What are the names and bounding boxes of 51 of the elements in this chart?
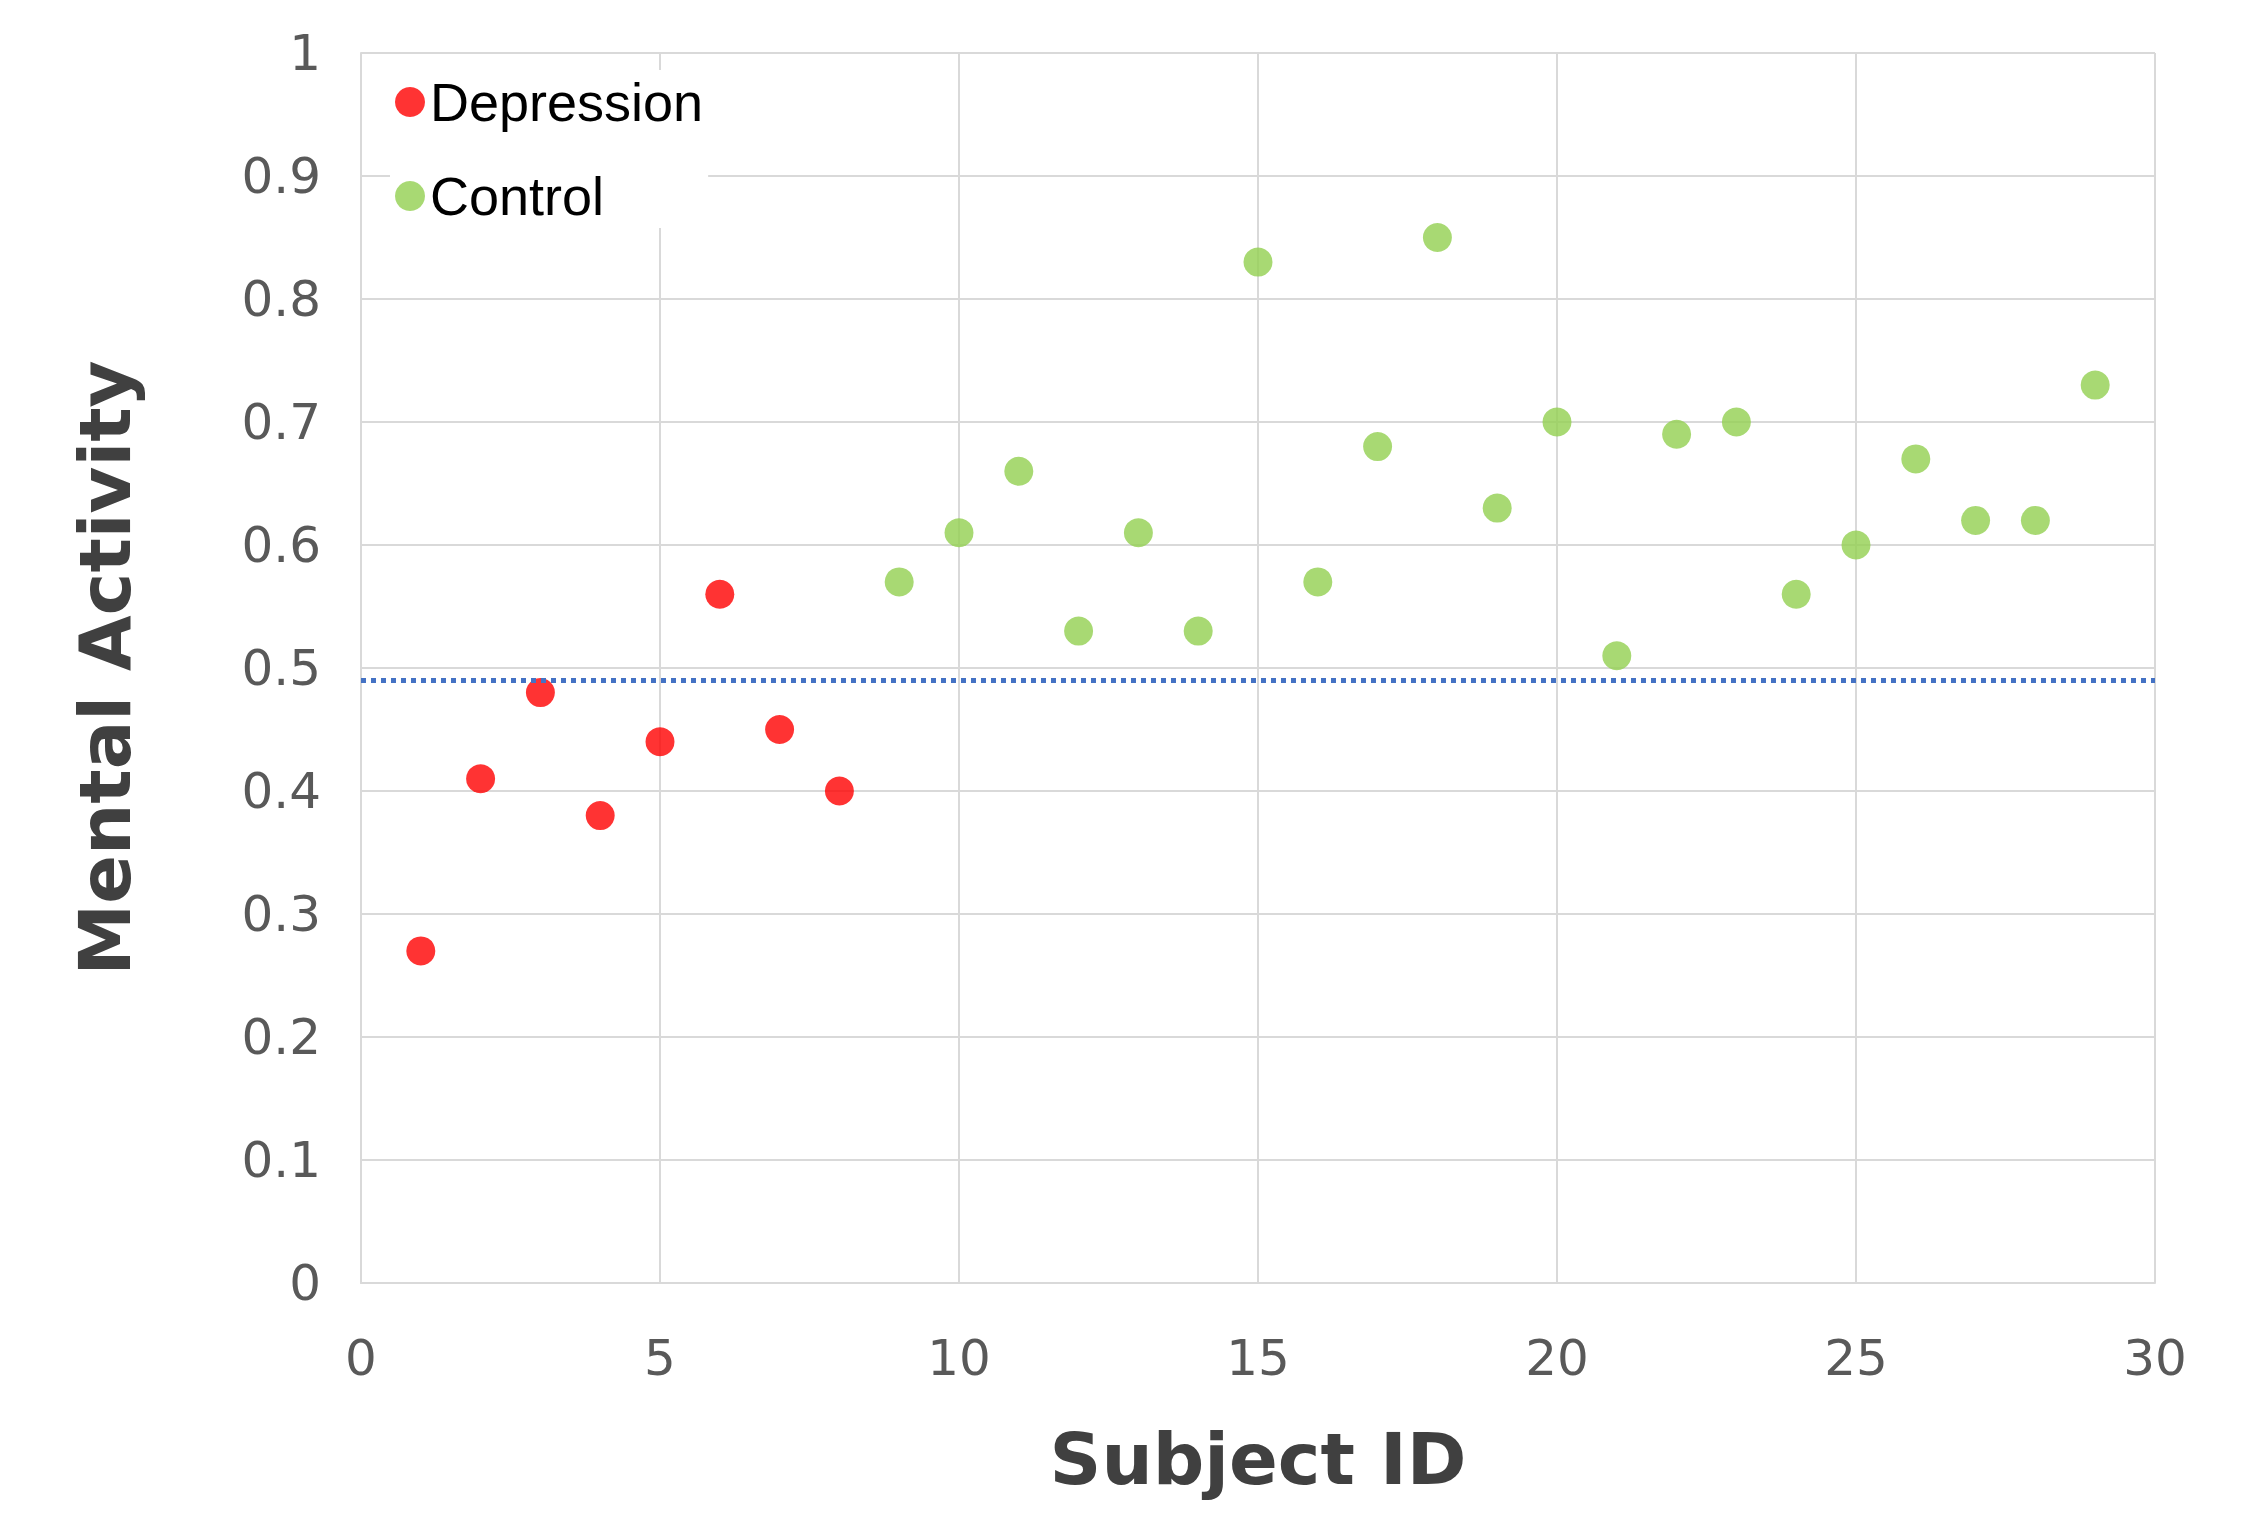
point — [705, 579, 735, 609]
point — [824, 776, 854, 806]
legend-label: Depression — [430, 72, 704, 132]
point — [1781, 579, 1811, 609]
point — [466, 764, 496, 794]
x-tick-label: 0 — [345, 1329, 377, 1387]
y-tick-label: 0.2 — [241, 1008, 321, 1066]
point — [1363, 432, 1393, 462]
y-tick-label: 0.9 — [241, 147, 321, 205]
point — [1482, 493, 1512, 523]
y-tick-label: 0.8 — [241, 270, 321, 328]
point — [1004, 456, 1034, 486]
y-tick-label: 0 — [289, 1254, 321, 1312]
point — [1721, 407, 1751, 437]
y-tick-label: 0.3 — [241, 885, 321, 943]
point — [1901, 444, 1931, 474]
y-tick-label: 0.6 — [241, 516, 321, 574]
point — [1303, 567, 1333, 597]
point — [1602, 641, 1632, 671]
y-tick-label: 1 — [289, 24, 321, 82]
y-tick-label: 0.7 — [241, 393, 321, 451]
point — [585, 801, 615, 831]
point — [2020, 505, 2050, 535]
point — [645, 727, 675, 757]
point — [1183, 616, 1213, 646]
y-tick-label: 0.5 — [241, 639, 321, 697]
x-tick-label: 30 — [2123, 1329, 2187, 1387]
point — [1961, 505, 1991, 535]
y-tick-label: 0.1 — [241, 1131, 321, 1189]
y-axis-title: Mental Activity — [63, 360, 147, 976]
x-tick-label: 25 — [1824, 1329, 1888, 1387]
point — [1123, 518, 1153, 548]
point — [944, 518, 974, 548]
point — [1542, 407, 1572, 437]
y-tick-label: 0.4 — [241, 762, 321, 820]
point — [1662, 419, 1692, 449]
x-axis-title: Subject ID — [1049, 1417, 1467, 1501]
x-tick-label: 10 — [927, 1329, 991, 1387]
point — [525, 678, 555, 708]
point — [2080, 370, 2110, 400]
point — [884, 567, 914, 597]
point — [1243, 247, 1273, 277]
point — [765, 715, 795, 744]
legend-label: Control — [430, 166, 605, 226]
point — [406, 936, 436, 966]
point — [1422, 223, 1452, 252]
point — [1841, 530, 1871, 560]
point — [1064, 616, 1094, 646]
x-tick-label: 5 — [644, 1329, 676, 1387]
x-tick-label: 20 — [1525, 1329, 1589, 1387]
x-tick-label: 15 — [1226, 1329, 1290, 1387]
